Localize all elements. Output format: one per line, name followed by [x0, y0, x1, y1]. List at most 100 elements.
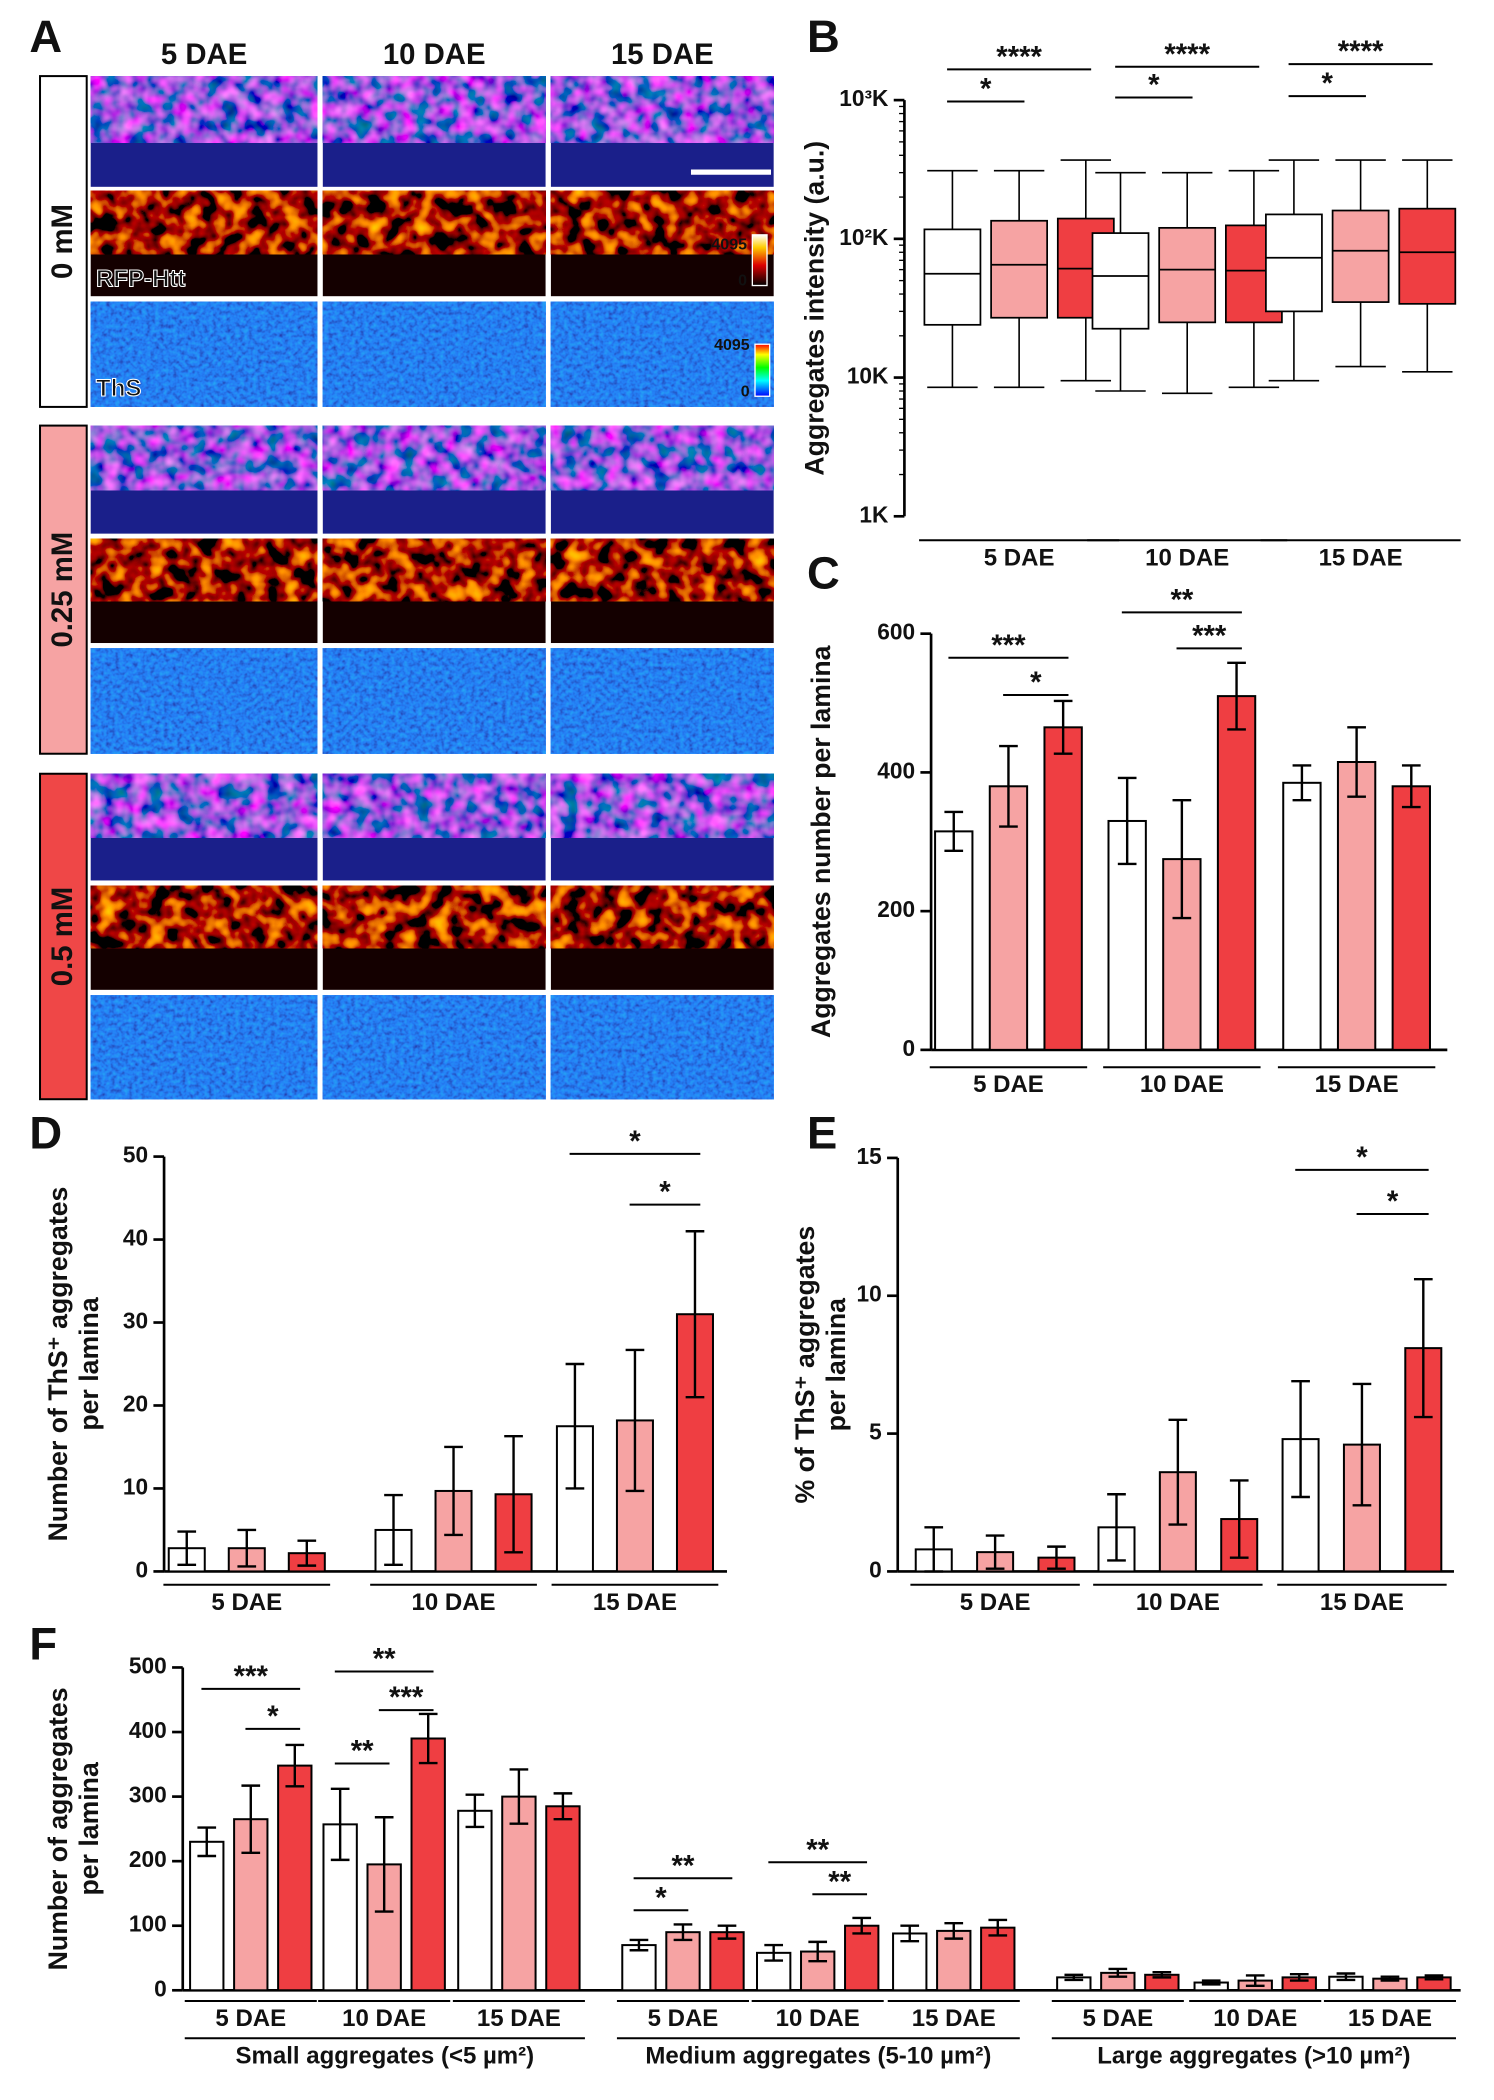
- y-tick-label: 400: [877, 757, 915, 783]
- colorbar-label: 0: [741, 383, 750, 400]
- condition-label: 0.5 mM: [46, 887, 79, 986]
- column-label: 10 DAE: [383, 38, 486, 71]
- significance-label: **: [828, 1865, 851, 1898]
- y-tick-label: 10³K: [839, 85, 889, 111]
- micrograph-signal: [550, 773, 774, 838]
- significance-label: *: [267, 1700, 279, 1733]
- bar: [1391, 785, 1431, 1051]
- significance-label: ****: [1164, 38, 1210, 71]
- y-tick-label: 300: [129, 1782, 167, 1808]
- column-label: 15 DAE: [611, 38, 714, 71]
- micrograph-signal: [322, 301, 546, 407]
- x-tick-label: 10 DAE: [1140, 1071, 1224, 1098]
- significance-label: *: [1030, 666, 1042, 699]
- y-tick-label: 20: [123, 1390, 148, 1416]
- bar: [980, 1926, 1016, 1992]
- x-tick-label: 5 DAE: [648, 2005, 719, 2032]
- bar: [189, 1840, 225, 1992]
- x-tick-label: 5 DAE: [211, 1589, 282, 1616]
- box: [1398, 207, 1457, 305]
- significance-label: ***: [991, 629, 1026, 662]
- y-axis-title: per lamina: [74, 1762, 104, 1896]
- micrograph-signal: [90, 538, 318, 602]
- significance-label: ***: [1192, 619, 1227, 652]
- micrograph-signal: [90, 773, 318, 838]
- bar: [934, 830, 974, 1051]
- x-tick-label: 15 DAE: [477, 2005, 561, 2032]
- panel-letter: E: [807, 1108, 837, 1159]
- y-axis-title: per lamina: [74, 1297, 104, 1431]
- micrograph-signal: [322, 190, 546, 255]
- y-tick-label: 100: [129, 1911, 167, 1937]
- bar: [1216, 695, 1257, 1051]
- significance-label: ***: [234, 1660, 269, 1693]
- box: [1158, 226, 1217, 324]
- y-tick-label: 10²K: [839, 224, 889, 250]
- significance-label: *: [1356, 1141, 1368, 1174]
- panel-letter: B: [807, 11, 840, 62]
- colorbar-label: 0: [738, 273, 747, 290]
- x-tick-label: 5 DAE: [1082, 2005, 1153, 2032]
- y-axis-title: Aggregates number per lamina: [806, 645, 836, 1038]
- significance-label: *: [659, 1176, 671, 1209]
- bar: [410, 1737, 446, 1992]
- x-tick-label: 10 DAE: [776, 2005, 860, 2032]
- bar: [844, 1924, 880, 1992]
- x-tick-label: 15 DAE: [1320, 1589, 1404, 1616]
- x-tick-label: 10 DAE: [1136, 1589, 1220, 1616]
- box: [1331, 209, 1390, 303]
- condition-box: [39, 75, 88, 408]
- significance-label: ****: [996, 41, 1042, 74]
- y-tick-label: 10K: [847, 363, 889, 389]
- significance-label: **: [672, 1849, 695, 1882]
- significance-label: *: [629, 1125, 641, 1158]
- micrograph-signal: [322, 885, 546, 949]
- significance-label: **: [351, 1735, 374, 1768]
- channel-label: RFP-Htt: [96, 266, 185, 293]
- panel-letter: A: [29, 11, 62, 62]
- micrograph-signal: [90, 76, 318, 143]
- x-tick-label: 5 DAE: [984, 544, 1055, 571]
- micrograph-signal: [550, 425, 774, 491]
- bar: [277, 1764, 313, 1992]
- significance-label: **: [806, 1833, 829, 1866]
- y-tick-label: 0: [902, 1035, 915, 1061]
- x-tick-label: 10 DAE: [1213, 2005, 1297, 2032]
- micrograph-signal: [90, 648, 318, 754]
- y-tick-label: 10: [857, 1281, 882, 1307]
- y-tick-label: 500: [129, 1652, 167, 1678]
- y-tick-label: 50: [123, 1142, 148, 1168]
- y-tick-label: 5: [869, 1419, 882, 1445]
- micrograph-signal: [550, 190, 774, 255]
- micrograph-signal: [322, 538, 546, 602]
- x-tick-label: 15 DAE: [1348, 2005, 1432, 2032]
- condition-label: 0 mM: [46, 204, 79, 279]
- significance-label: *: [1148, 69, 1160, 102]
- micrograph-signal: [322, 773, 546, 838]
- y-tick-label: 30: [123, 1308, 148, 1334]
- bar: [1336, 761, 1377, 1051]
- condition-box: [39, 424, 88, 755]
- micrograph-signal: [550, 995, 774, 1100]
- bar: [665, 1931, 701, 1992]
- y-tick-label: 200: [877, 896, 915, 922]
- significance-label: ****: [1338, 35, 1384, 68]
- y-axis-title: per lamina: [821, 1298, 851, 1432]
- x-tick-label: 10 DAE: [342, 2005, 426, 2032]
- super-group-label: Medium aggregates (5-10 µm²): [645, 2042, 991, 2069]
- y-axis-title: Aggregates intensity (a.u.): [799, 141, 829, 476]
- colorbar: [754, 343, 771, 397]
- x-tick-label: 15 DAE: [912, 2005, 996, 2032]
- significance-label: *: [655, 1881, 667, 1914]
- y-tick-label: 0: [869, 1556, 882, 1582]
- x-tick-label: 10 DAE: [412, 1589, 496, 1616]
- micrograph-signal: [550, 76, 774, 143]
- y-tick-label: 15: [857, 1143, 882, 1169]
- condition-box: [39, 772, 88, 1101]
- significance-label: *: [980, 73, 992, 106]
- y-axis-title: % of ThS⁺ aggregates: [790, 1226, 820, 1504]
- x-tick-label: 15 DAE: [593, 1589, 677, 1616]
- significance-label: *: [1322, 67, 1334, 100]
- y-tick-label: 1K: [859, 501, 889, 527]
- y-tick-label: 40: [123, 1225, 148, 1251]
